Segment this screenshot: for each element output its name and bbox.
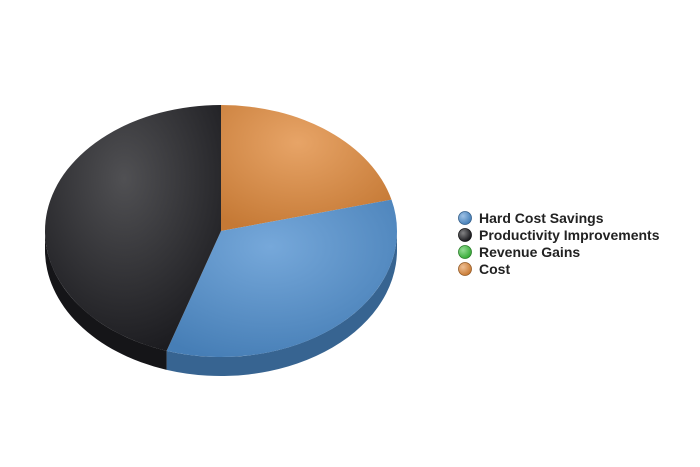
- pie-slice-hard-cost-savings: [166, 199, 397, 357]
- pie-slice-productivity-improvements: [44, 105, 222, 351]
- legend-item-hard-cost-savings: Hard Cost Savings: [458, 210, 604, 226]
- legend-label-cost: Cost: [479, 261, 510, 277]
- pie-side-hard-cost-savings: [166, 231, 397, 377]
- pie-side-productivity-improvements: [45, 231, 167, 370]
- legend-item-cost: Cost: [458, 261, 510, 277]
- legend-label-productivity-improvements: Productivity Improvements: [479, 227, 660, 243]
- legend-label-revenue-gains: Revenue Gains: [479, 244, 580, 260]
- legend-marker-revenue-gains: [458, 245, 472, 259]
- pie-slices: [44, 105, 397, 377]
- pie-slice-cost: [221, 105, 392, 231]
- legend-marker-hard-cost-savings: [458, 211, 472, 225]
- legend-marker-productivity-improvements: [458, 228, 472, 242]
- legend-item-revenue-gains: Revenue Gains: [458, 244, 580, 260]
- legend-label-hard-cost-savings: Hard Cost Savings: [479, 210, 604, 226]
- legend-item-productivity-improvements: Productivity Improvements: [458, 227, 660, 243]
- legend-marker-cost: [458, 262, 472, 276]
